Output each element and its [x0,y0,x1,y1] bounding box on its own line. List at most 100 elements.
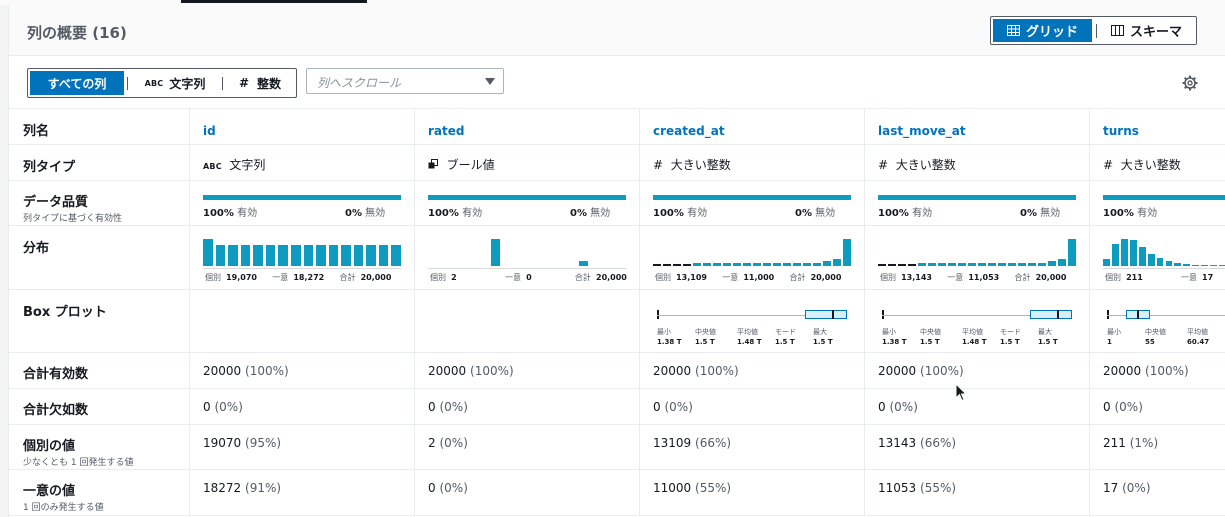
box-value-median: 1.5 T [920,338,940,346]
row-label: Box プロット [9,290,190,352]
histogram-bar [988,263,996,266]
histogram-bar [215,244,226,266]
histogram [653,239,851,266]
histogram-bar [1165,260,1173,266]
hash-icon: # [238,76,250,90]
view-toggle: グリッド スキーマ [990,16,1197,45]
histogram-bar [833,259,841,266]
column-header-created-at[interactable]: created_at [640,109,865,144]
row-label: 分布 [9,226,190,289]
boxplot-cell-turns: 最小 中央値 平均値 1 55 60.47 [1090,290,1225,352]
quality-valid: 100% 有効 [878,208,933,219]
quality-bar [653,195,851,200]
histogram-bar [303,244,314,266]
panel-header: 列の概要 (16) グリッド スキーマ [9,5,1225,56]
quality-invalid: 0% 無効 [1020,208,1061,219]
column-type-filter: すべての列 ABC 文字列 # 整数 [27,68,297,98]
unique-rated: 0 (0%) [415,470,640,515]
column-name[interactable]: last_move_at [878,124,966,138]
median-mark [1057,310,1059,319]
histogram-baseline [428,268,626,269]
column-header-last-move-at[interactable]: last_move_at [865,109,1090,144]
grid-view-button[interactable]: グリッド [993,19,1092,42]
histogram-bar [353,244,364,266]
histogram-stats: 個別 13,143 一意 11,053 合計 20,000 [880,273,1067,282]
total-missing-id: 0 (0%) [190,389,415,424]
whisker-min [882,310,884,319]
box-value-mean: 1.48 T [737,338,762,346]
histogram-bar [1028,263,1036,266]
box-value-mode: 1.5 T [1000,338,1020,346]
histogram-bar [378,244,389,266]
histogram-bar [240,244,251,266]
type-text: 大きい整数 [1120,158,1181,172]
histogram-bar [1201,264,1209,266]
type-text: 文字列 [229,158,266,172]
histogram-bar [1174,262,1182,266]
histogram-bar [898,264,906,266]
histogram-bar [843,239,851,266]
median-mark [832,310,834,319]
unique-id: 18272 (91%) [190,470,415,515]
gear-icon[interactable] [1182,75,1198,91]
quality-bar [428,195,626,200]
histogram-baseline [1103,268,1225,269]
total-valid-id: 20000 (100%) [190,353,415,388]
histogram-bar [1018,263,1026,266]
histogram-bar [928,263,936,266]
histogram-bar [1038,263,1046,266]
histogram-bar [888,264,896,266]
box-value-max: 1.5 T [813,338,833,346]
column-name[interactable]: turns [1103,124,1139,138]
column-header-id[interactable]: id [190,109,415,144]
total-valid-rated: 20000 (100%) [415,353,640,388]
column-header-turns[interactable]: turns [1090,109,1225,144]
scroll-select-placeholder: 列へスクロール [317,76,402,90]
filter-string-button[interactable]: ABC 文字列 [132,71,218,95]
box-value-min: 1 [1107,338,1112,346]
row-distinct-values: 個別の値 少なくとも 1 回発生する値 19070 (95%) 2 (0%) 13… [9,425,1225,470]
histogram-bar [328,244,339,266]
row-label-text: 分布 [23,241,50,256]
hash-icon: # [1103,158,1114,172]
row-label-subtext: 少なくとも 1 回発生する値 [23,458,134,468]
hash-icon: # [878,158,889,172]
column-header-rated[interactable]: rated [415,109,640,144]
histogram-bar [753,263,761,266]
row-boxplot: Box プロット 最小 中央値 平均値 モード 最大 1.38 T 1.5 T … [9,290,1225,353]
distinct-rated: 2 (0%) [415,425,640,469]
box-label-mean: 平均値 [737,328,758,336]
histogram-bar [490,239,501,266]
histogram-bar [813,263,821,266]
histogram [1103,239,1225,266]
row-label-text: Box プロット [23,305,107,320]
histogram-bar [1103,259,1110,266]
filter-int-button[interactable]: # 整数 [225,71,295,95]
column-name[interactable]: id [203,124,216,138]
schema-view-button[interactable]: スキーマ [1099,19,1194,42]
row-column-name: 列名 id rated created_at last_move_at turn… [9,109,1225,145]
grid-icon [1006,25,1020,36]
box-label-min: 最小 [1107,328,1121,336]
total-missing-created-at: 0 (0%) [640,389,865,424]
type-cell-last-move-at: # 大きい整数 [865,145,1090,180]
boxplot-cell-rated [415,290,640,352]
row-distribution: 分布 個別 19,070 一意 18,272 合計 20,000 個別 2 一意… [9,226,1225,290]
distribution-cell-created-at: 個別 13,109 一意 11,000 合計 20,000 [640,226,865,289]
column-name[interactable]: created_at [653,124,725,138]
scroll-to-column-select[interactable]: 列へスクロール [306,68,504,94]
quality-cell-id: 100% 有効 0% 無効 [190,181,415,225]
filter-int-label: 整数 [257,76,282,91]
row-label-subtext: 列タイプに基づく有効性 [23,214,123,224]
row-label: 合計欠如数 [9,389,190,424]
abc-icon: ABC [144,78,164,88]
column-summary-panel: 列の概要 (16) グリッド スキーマ すべての列 ABC 文字列 # 整数 列… [8,5,1225,517]
row-label-text: 一意の値 [23,484,76,499]
distinct-id: 19070 (95%) [190,425,415,469]
boxplot-cell-id [190,290,415,352]
histogram-bar [693,263,701,266]
column-name[interactable]: rated [428,124,465,138]
filter-all-button[interactable]: すべての列 [30,71,124,95]
row-label: データ品質 列タイプに基づく有効性 [9,181,190,225]
row-label: 合計有効数 [9,353,190,388]
